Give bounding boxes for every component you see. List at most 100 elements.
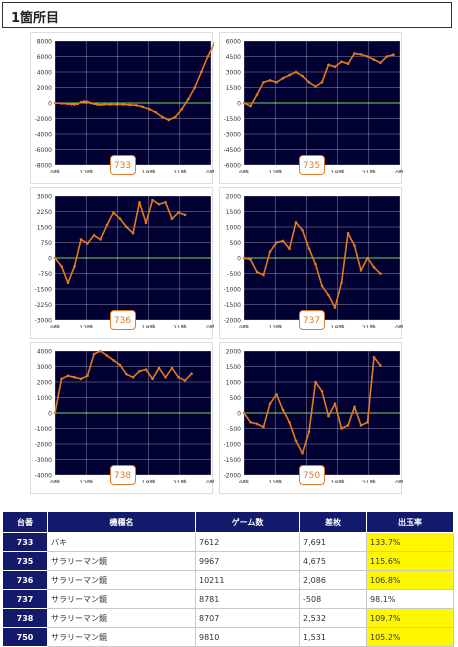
y-tick-label: -6000 [224,163,242,170]
data-point [262,81,265,84]
table-row: 733 バキ 7612 7,691 133.7% [2,532,454,552]
data-point [359,269,363,272]
data-point [392,53,395,56]
data-point [96,103,99,106]
data-point [76,102,80,106]
y-tick-label: 0 [237,411,241,418]
cell-diff: 7,691 [299,532,367,552]
x-tick-label: 0時 [395,479,403,483]
data-point [170,217,174,220]
data-point [314,380,317,384]
data-point [288,421,291,424]
data-point [86,242,89,245]
data-point [190,372,193,376]
data-point [262,273,265,277]
cell-diff: -508 [299,589,367,609]
x-tick-label: 9時 [239,169,249,173]
machine-badge[interactable]: 736 [109,310,136,330]
y-tick-label: 4000 [37,349,52,356]
data-point [288,247,291,250]
machine-badge[interactable]: 738 [109,465,136,485]
machine-badge[interactable]: 750 [298,465,325,485]
machine-badge[interactable]: 737 [298,310,325,330]
data-point [105,223,109,227]
x-tick-label: 9時 [239,479,249,483]
data-point [281,76,285,80]
chart-panel-737: 2000 1500 1000 500 0 -500 -1000 -1500 -20009時 12時… [219,187,403,339]
line-chart-750: 2000 1500 1000 500 0 -500 -1000 -1500 -20009時 12時… [224,349,403,484]
cell-rate: 98.1% [366,589,454,609]
data-point [73,376,76,379]
data-point [86,100,89,104]
cell-diff: 2,532 [299,608,367,628]
line-chart-733: 8000 6000 4000 2000 0 -2000 -4000 -6000 -80009時 1… [35,39,214,173]
data-point [385,55,389,58]
y-tick-label: 4500 [226,54,241,61]
data-point [135,104,138,107]
data-point [275,393,278,396]
y-tick-label: 3000 [226,70,241,77]
data-point [249,104,252,108]
cell-games: 8781 [195,589,300,609]
data-point [112,359,115,362]
table-row: 737 サラリーマン鏡 8781 -508 98.1% [2,589,454,609]
col-header-id: 台番 [2,511,48,533]
data-point [60,377,63,381]
data-point [131,231,135,235]
x-tick-label: 9時 [50,169,60,173]
data-point [115,103,119,106]
data-point [346,62,350,65]
table-row: 735 サラリーマン鏡 9967 4,675 115.6% [2,551,454,571]
data-point [138,369,141,373]
y-tick-label: 0 [48,256,52,263]
data-point [359,53,363,56]
machine-badge[interactable]: 733 [109,155,136,175]
col-header-diff: 差枚 [299,511,367,533]
data-point [268,402,272,405]
cell-name: サラリーマン鏡 [47,570,196,590]
y-tick-label: 6000 [37,54,52,61]
x-tick-label: 12時 [268,324,282,328]
cell-id: 736 [2,570,48,590]
machine-badge[interactable]: 735 [298,155,325,175]
data-point [242,256,246,260]
y-tick-label: 1500 [226,85,241,92]
x-tick-label: 0時 [206,479,214,483]
data-point [125,373,128,376]
col-header-rate: 出玉率 [366,511,454,533]
data-point [180,107,184,111]
data-point [154,111,158,114]
cell-rate: 109.7% [366,608,454,628]
x-tick-label: 21時 [173,324,187,328]
col-header-name: 機種名 [47,511,196,533]
data-point [164,200,167,204]
data-point [320,81,324,84]
x-tick-label: 21時 [173,169,187,173]
data-point [242,101,246,105]
data-point [301,228,304,232]
cell-rate: 105.2% [366,627,454,647]
cell-games: 7612 [195,532,300,552]
y-tick-label: 0 [48,101,52,108]
data-point [320,390,324,393]
data-point [66,102,70,106]
y-tick-label: 3000 [37,364,52,371]
y-tick-label: 0 [237,256,241,263]
y-tick-label: -1000 [224,442,242,449]
data-point [112,211,115,214]
data-point [262,425,265,429]
x-tick-label: 9時 [50,479,60,483]
table-header-row: 台番 機種名 ゲーム数 差枚 出玉率 [2,511,454,533]
data-point [53,256,57,260]
data-point [366,421,369,424]
y-tick-label: 500 [230,240,242,247]
chart-panel-733: 8000 6000 4000 2000 0 -2000 -4000 -6000 -80009時 1… [30,32,214,184]
x-tick-label: 18時 [142,479,156,483]
data-point [327,293,330,297]
data-point [177,211,180,214]
data-point [183,213,187,217]
data-point [144,368,148,371]
data-point [89,101,93,105]
data-point [157,203,161,206]
y-tick-label: -1500 [35,287,53,294]
